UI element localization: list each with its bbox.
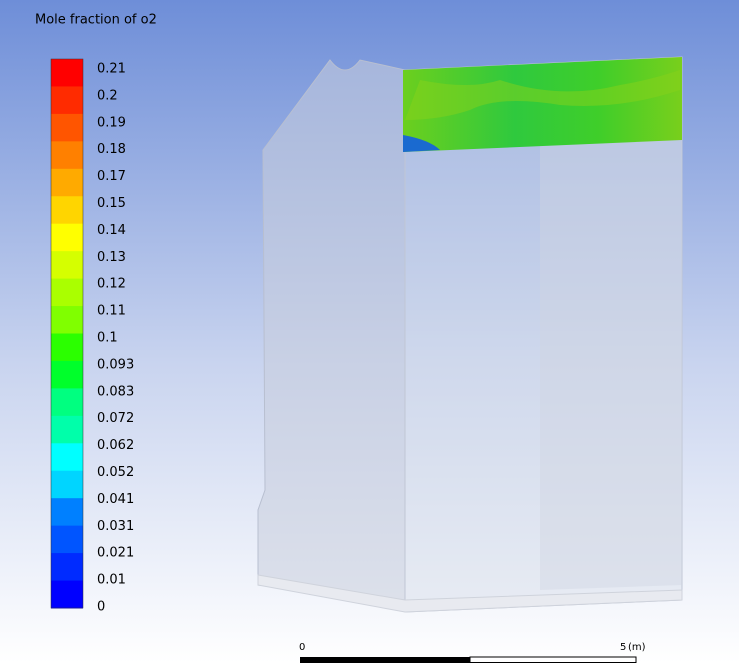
color-band <box>51 361 83 389</box>
side-wall <box>258 60 405 600</box>
color-band <box>51 498 83 526</box>
legend-label: 0.12 <box>97 277 126 292</box>
color-band <box>51 416 83 444</box>
legend-label: 0.041 <box>97 492 134 507</box>
scale-white <box>470 657 636 663</box>
geometry <box>258 57 682 612</box>
inner-wall <box>540 140 682 590</box>
legend-label: 0.18 <box>97 142 126 157</box>
color-band <box>51 388 83 416</box>
legend-label: 0 <box>97 600 105 615</box>
color-band <box>51 334 83 362</box>
legend-label: 0.17 <box>97 169 126 184</box>
legend-label: 0.1 <box>97 331 118 346</box>
color-band <box>51 86 83 114</box>
legend-label: 0.01 <box>97 573 126 588</box>
legend-label: 0.14 <box>97 223 126 238</box>
color-band <box>51 251 83 279</box>
color-band <box>51 279 83 307</box>
legend-label: 0.21 <box>97 62 126 77</box>
scale-start: 0 <box>299 642 305 653</box>
legend-title: Mole fraction of o2 <box>35 13 157 28</box>
legend-label: 0.083 <box>97 384 134 399</box>
color-band <box>51 526 83 554</box>
legend-label: 0.062 <box>97 438 134 453</box>
viewport: Mole fraction of o2 0.21 0.2 0.19 0.18 0.17 0… <box>0 0 739 663</box>
color-band <box>51 471 83 499</box>
legend-label: 0.2 <box>97 88 118 103</box>
color-band <box>51 553 83 581</box>
legend-label: 0.072 <box>97 411 134 426</box>
scale-unit: (m) <box>628 642 646 653</box>
legend-label: 0.13 <box>97 250 126 265</box>
scale-end: 5 <box>620 642 626 653</box>
color-band <box>51 224 83 252</box>
legend-label: 0.021 <box>97 546 134 561</box>
color-band <box>51 443 83 471</box>
color-band <box>51 306 83 334</box>
color-band <box>51 141 83 169</box>
legend-label: 0.19 <box>97 115 126 130</box>
legend-label: 0.031 <box>97 519 134 534</box>
color-band <box>51 114 83 142</box>
color-band <box>51 196 83 224</box>
legend-label: 0.15 <box>97 196 126 211</box>
legend-label: 0.093 <box>97 357 134 372</box>
color-band <box>51 169 83 197</box>
legend-label: 0.11 <box>97 304 126 319</box>
color-band <box>51 59 83 87</box>
scale-black <box>300 657 470 663</box>
legend-label: 0.052 <box>97 465 134 480</box>
color-band <box>51 581 83 609</box>
